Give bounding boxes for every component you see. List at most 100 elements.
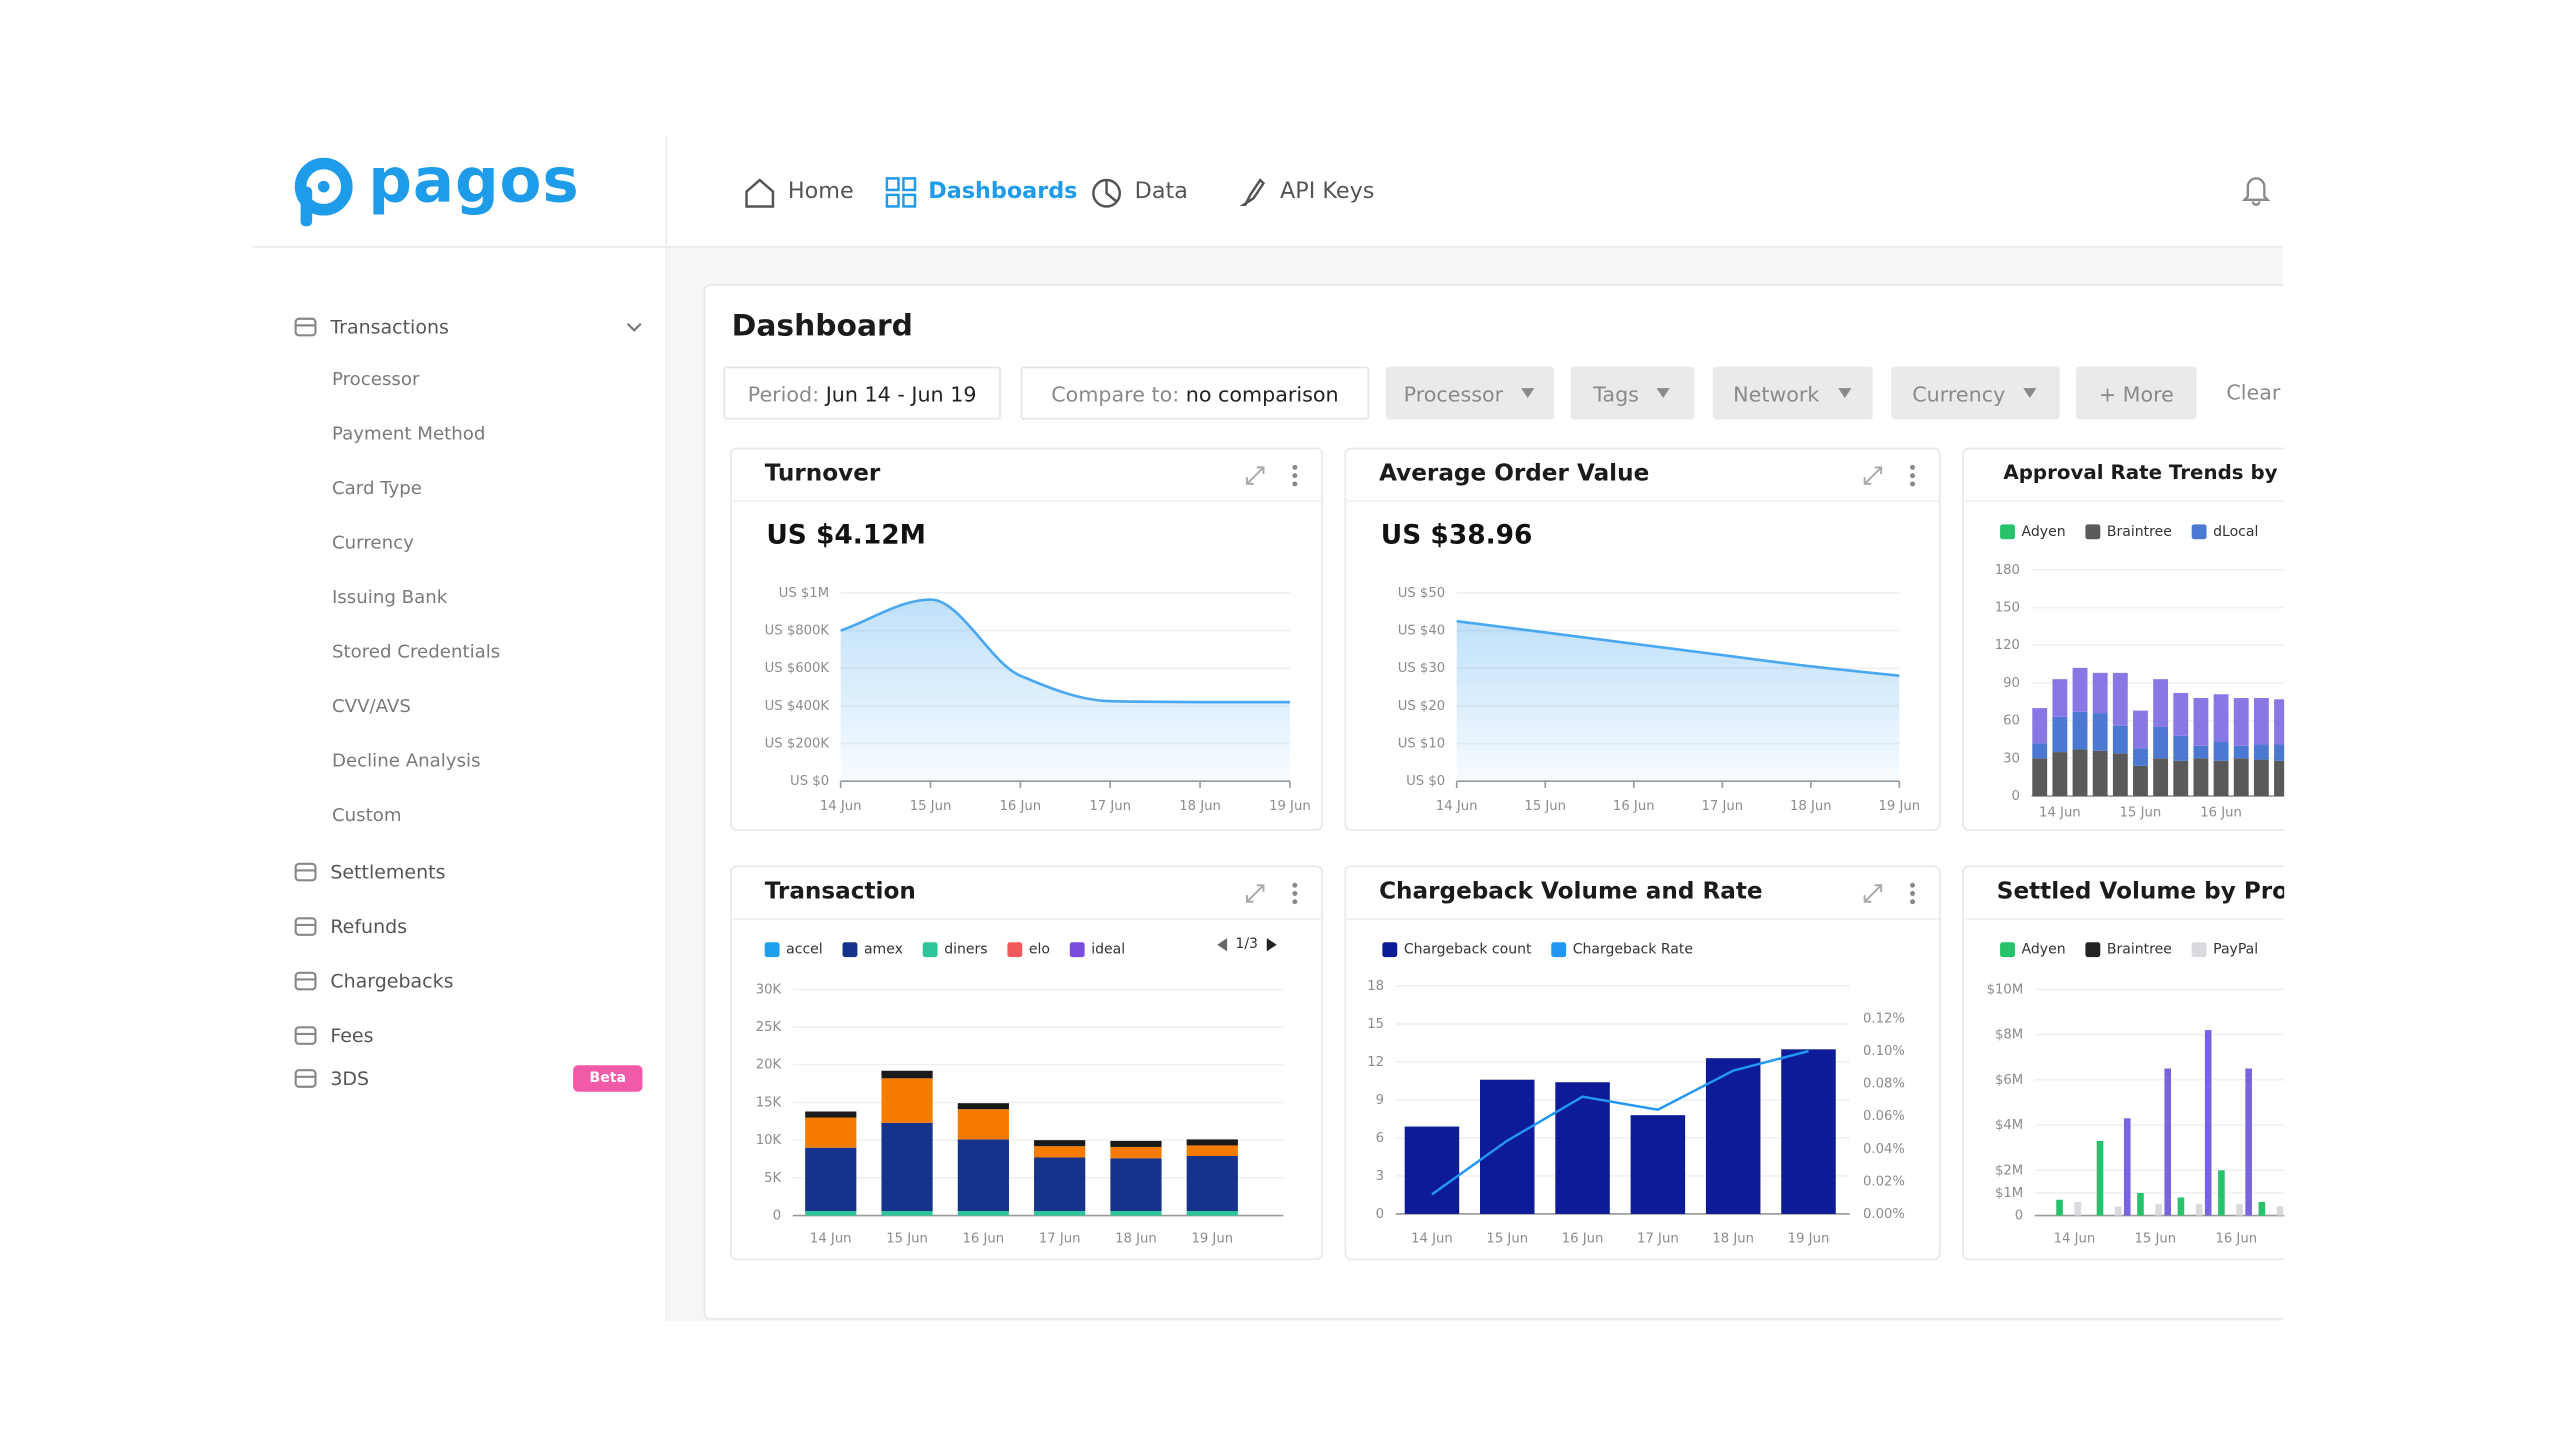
sidebar-group[interactable]: Transactions [292,312,642,342]
nav-link[interactable]: Home [743,173,854,209]
y-tick-label: 0.02% [1863,1174,1905,1189]
legend-pager[interactable]: 1/3 [1217,936,1277,953]
x-tick-label: 18 Jun [1115,1232,1157,1247]
y-tick-label: 15K [756,1095,782,1110]
filter-dropdown[interactable]: Currency [1891,366,2060,420]
menu-icon-shape [1910,481,1916,487]
bar [2072,711,2088,750]
sidebar-group[interactable]: Chargebacks [292,966,642,996]
y-tick-label: $2M [1995,1163,2023,1178]
expand-icon[interactable] [1244,464,1267,487]
bar [881,1211,933,1216]
sidebar-item[interactable]: Stored Credentials [331,640,501,663]
menu-icon[interactable] [1290,880,1300,906]
nav-label[interactable]: Dashboards [928,178,1078,205]
filter-dropdown[interactable]: Tags [1570,366,1695,420]
menu-icon[interactable] [1290,462,1300,488]
legend-label: Adyen [2022,942,2066,958]
x-tick-label: 17 Jun [1039,1232,1081,1247]
dropdown-caret-shape [1837,388,1851,399]
nav-label[interactable]: Data [1134,178,1188,205]
y-tick-label: 30K [756,982,782,997]
chart-header-rule [1963,500,2285,503]
y-tick-label: US $200K [765,737,830,752]
sidebar-group-label[interactable]: Chargebacks [330,969,454,993]
more-filters: + More [2098,380,2174,406]
sidebar-group[interactable]: Fees [292,1021,642,1051]
sidebar-item[interactable]: Issuing Bank [331,586,448,608]
chart-card: Average Order Value US $38.96 US $0 US $10 U… [1344,447,1941,831]
y-tick-label: 0 [2012,789,2020,804]
more-button[interactable]: + More [2076,366,2197,420]
legend-label: Braintree [2107,942,2172,958]
expand-icon[interactable] [1861,882,1884,905]
bar [1110,1146,1162,1159]
nav-link[interactable]: Data [1090,173,1188,209]
nav-label[interactable]: API Keys [1279,178,1375,205]
legend-label: Adyen [2022,524,2066,540]
expand-icon[interactable] [1861,464,1884,487]
filter-dropdown[interactable]: Network [1712,366,1873,420]
sidebar-item[interactable]: Payment Method [331,422,486,445]
period-filter[interactable]: Period: Jun 14 - Jun 19 [723,366,1001,420]
nav-link[interactable]: API Keys [1235,173,1374,209]
sidebar-group-label[interactable]: Transactions [330,315,449,339]
y-tick-label: $1M [1995,1186,2023,1201]
sidebar-item[interactable]: Decline Analysis [331,749,481,772]
y-tick-label: US $1M [779,586,829,601]
y-tick-label: 3 [1376,1169,1384,1184]
y-tick-label: 180 [1995,563,2020,578]
notification-bell[interactable] [2241,173,2271,206]
legend-label: dLocal [2213,524,2258,540]
expand-icon-shape [1863,884,1883,903]
chart-card: Chargeback Volume and Rate 0 3 6 9 12 15 18 0.00… [1344,865,1941,1261]
sidebar-item[interactable]: Currency [331,531,414,554]
pager-prev[interactable] [1217,938,1229,952]
nav-label[interactable]: Home [787,178,854,205]
x-tick-label: 14 Jun [2039,806,2081,821]
bar [2123,1118,2131,1216]
legend-swatch [2191,524,2207,540]
bar [2164,1068,2172,1216]
menu-icon[interactable] [1908,880,1918,906]
sidebar-item[interactable]: Custom [331,804,402,826]
area-line [1456,619,1900,678]
filter-label: Compare to: [1051,380,1180,406]
bar [2274,760,2285,797]
bar [2193,698,2209,746]
chart-card: Transaction 0 5K 10K 15K 20K 25K 30K 14 Jun 15 Ju… [730,865,1323,1261]
sidebar-group[interactable]: Settlements [292,857,642,887]
legend-swatch [1382,942,1398,958]
legend-label: diners [944,942,987,958]
nav-link[interactable]: Dashboards [884,173,1078,209]
bar [1034,1140,1086,1147]
bar [2236,1204,2243,1216]
bar [2213,760,2229,797]
bar [2274,699,2285,745]
filter-dropdown[interactable]: Processor [1385,366,1555,420]
legend-swatch [1551,942,1567,958]
sidebar-item[interactable]: Card Type [331,477,422,499]
sidebar-group-label[interactable]: Settlements [330,860,446,884]
pager-next[interactable] [1265,938,1277,952]
menu-icon-shape [1910,473,1916,479]
sidebar-item[interactable]: Processor [331,368,420,390]
y-tick-label: US $20 [1398,699,1445,714]
sidebar-group-label[interactable]: 3DS [330,1066,370,1091]
y-tick-label: 0.10% [1863,1044,1905,1059]
sidebar-item[interactable]: CVV/AVS [331,695,411,717]
x-tick-label: 15 Jun [1486,1232,1528,1247]
expand-icon[interactable] [1244,882,1267,905]
notification-bell-shape [2241,177,2271,206]
compare-filter[interactable]: Compare to: no comparison [1020,366,1370,420]
area-line [840,598,1290,704]
clear-button[interactable]: Clear [2226,379,2281,405]
sidebar-group-label[interactable]: Refunds [330,914,408,939]
sidebar-group[interactable]: Refunds [292,912,642,942]
menu-icon[interactable] [1908,462,1918,488]
sidebar-group-label[interactable]: Fees [330,1023,374,1048]
bar [957,1211,1009,1216]
sidebar-group[interactable]: 3DS Beta [292,1064,643,1094]
y-tick-label: 120 [1995,638,2020,653]
bar [2233,745,2249,759]
